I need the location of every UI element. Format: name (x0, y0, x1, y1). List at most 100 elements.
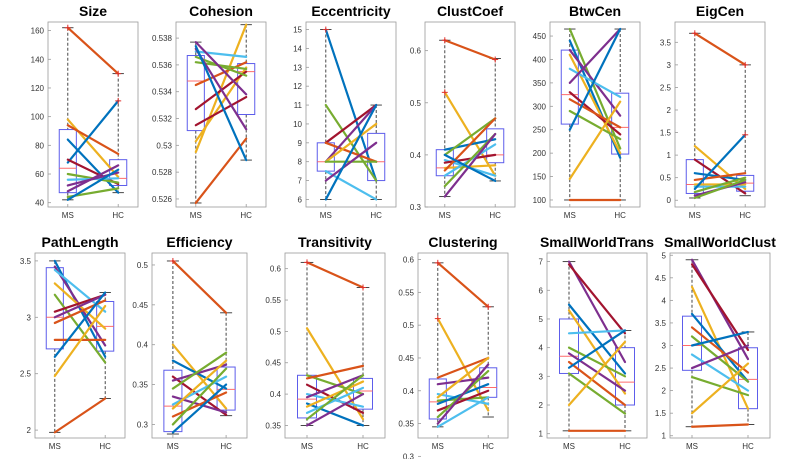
subject-line (305, 374, 365, 421)
x-tick-label: HC (619, 442, 631, 451)
y-tick-label: 0.45 (398, 354, 414, 363)
y-tick-label: 0.5 (660, 174, 672, 183)
subject-line (690, 375, 750, 397)
x-tick-label: HC (482, 442, 494, 451)
y-tick-label: 5 (662, 251, 667, 260)
panel-clustcoef: ClustCoef 0.3 0.4 0.5 0.6 MS HC (410, 3, 516, 220)
subject-line (567, 372, 627, 415)
y-tick-label: 0.6 (270, 265, 282, 274)
y-tick-label: 6 (539, 286, 544, 295)
subject-line (443, 132, 497, 198)
y-tick-label: 2 (662, 387, 667, 396)
x-tick-label: MS (439, 211, 451, 220)
subject-line (66, 158, 120, 186)
subject-line (443, 91, 497, 177)
subject-line (194, 95, 248, 127)
y-tick-label: 9 (298, 139, 303, 148)
panel-efficiency: Efficiency 0.3 0.35 0.4 0.45 0.5 MS HC (132, 234, 248, 451)
subject-line (567, 360, 627, 407)
subject-line (324, 103, 378, 201)
x-tick-label: MS (686, 442, 698, 451)
y-tick-label: 0.526 (152, 195, 173, 204)
subject-line (690, 330, 750, 347)
subject-line (567, 263, 627, 335)
panel-title: Transitivity (298, 234, 372, 250)
panel-cohesion: Cohesion 0.526 0.528 0.53 0.532 0.534 0.536 0.5… (152, 3, 267, 220)
y-tick-label: 0.55 (265, 296, 281, 305)
y-tick-label: 200 (533, 149, 547, 158)
axes-frame (47, 21, 139, 208)
y-tick-label: 0.532 (152, 115, 173, 124)
panel-title: BtwCen (569, 3, 621, 19)
y-tick-label: 0.45 (132, 301, 148, 310)
subject-line (324, 28, 378, 182)
y-tick-label: 10 (293, 120, 302, 129)
y-tick-label: 0.4 (137, 341, 149, 350)
y-tick-label: 2.5 (20, 370, 32, 379)
subject-line (66, 26, 120, 75)
subject-line (53, 293, 107, 319)
y-tick-label: 450 (533, 32, 547, 41)
x-tick-label: MS (320, 211, 332, 220)
subject-line (568, 27, 622, 131)
subject-line (171, 367, 228, 426)
y-tick-label: 0.3 (410, 203, 422, 212)
y-tick-label: 3.5 (20, 257, 32, 266)
axes-frame (546, 252, 648, 439)
subject-line (305, 261, 365, 289)
y-tick-label: 5 (539, 315, 544, 324)
y-tick-label: 0.4 (270, 390, 282, 399)
subject-line (436, 396, 490, 428)
axes-frame (284, 252, 386, 439)
y-tick-label: 3 (27, 313, 32, 322)
subject-line (53, 304, 107, 378)
panel-title: ClustCoef (437, 3, 503, 19)
subject-line (324, 141, 378, 182)
subject-line (53, 397, 107, 434)
subject-line (443, 153, 497, 183)
subject-line (324, 103, 378, 163)
subject-line (567, 303, 627, 375)
y-tick-label: 0.3 (137, 420, 149, 429)
panel-eccentricity: Eccentricity 6 7 8 9 10 11 12 13 14 15 MS HC (293, 3, 397, 220)
y-tick-label: 1 (539, 430, 544, 439)
y-tick-label: 0.536 (152, 61, 173, 70)
y-tick-label: 0.5 (270, 327, 282, 336)
y-tick-label: 100 (533, 196, 547, 205)
subject-line (66, 168, 120, 201)
y-tick-label: 8 (298, 158, 303, 167)
subject-line (194, 41, 248, 96)
y-tick-label: 0.5 (410, 99, 422, 108)
iqr-box (237, 63, 256, 115)
panel-title: SmallWorldClust (664, 234, 776, 250)
subject-line (305, 402, 365, 427)
panel-smallworldtrans: SmallWorldTrans 1 2 3 4 5 6 7 MS HC (539, 234, 655, 451)
x-tick-label: HC (489, 211, 501, 220)
y-tick-label: 12 (293, 82, 302, 91)
x-tick-label: HC (739, 211, 751, 220)
subject-line (693, 32, 747, 66)
x-tick-label: MS (564, 211, 576, 220)
y-tick-label: 0.538 (152, 34, 173, 43)
y-tick-label: 160 (31, 27, 45, 36)
subject-line (305, 380, 365, 408)
iqr-box (216, 366, 236, 411)
y-tick-label: 1 (667, 151, 672, 160)
y-tick-label: 1 (662, 432, 667, 441)
subject-line (568, 53, 622, 155)
y-tick-label: 0.5 (137, 261, 149, 270)
panel-title: Eccentricity (311, 3, 391, 19)
panel-title: Clustering (428, 234, 497, 250)
x-tick-label: MS (301, 442, 313, 451)
subject-line (690, 344, 750, 370)
subject-line (567, 329, 627, 369)
subject-line (568, 100, 622, 180)
x-tick-label: HC (112, 211, 124, 220)
iqr-box (353, 377, 373, 410)
subject-line (171, 351, 228, 390)
subject-line (305, 383, 365, 415)
iqr-box (186, 55, 205, 132)
y-tick-label: 0.4 (410, 151, 422, 160)
subject-line (194, 61, 248, 87)
panel-smallworldclust: SmallWorldClust 1 1.5 2 2.5 3 3.5 4 4.5 5 MS HC (655, 234, 776, 451)
